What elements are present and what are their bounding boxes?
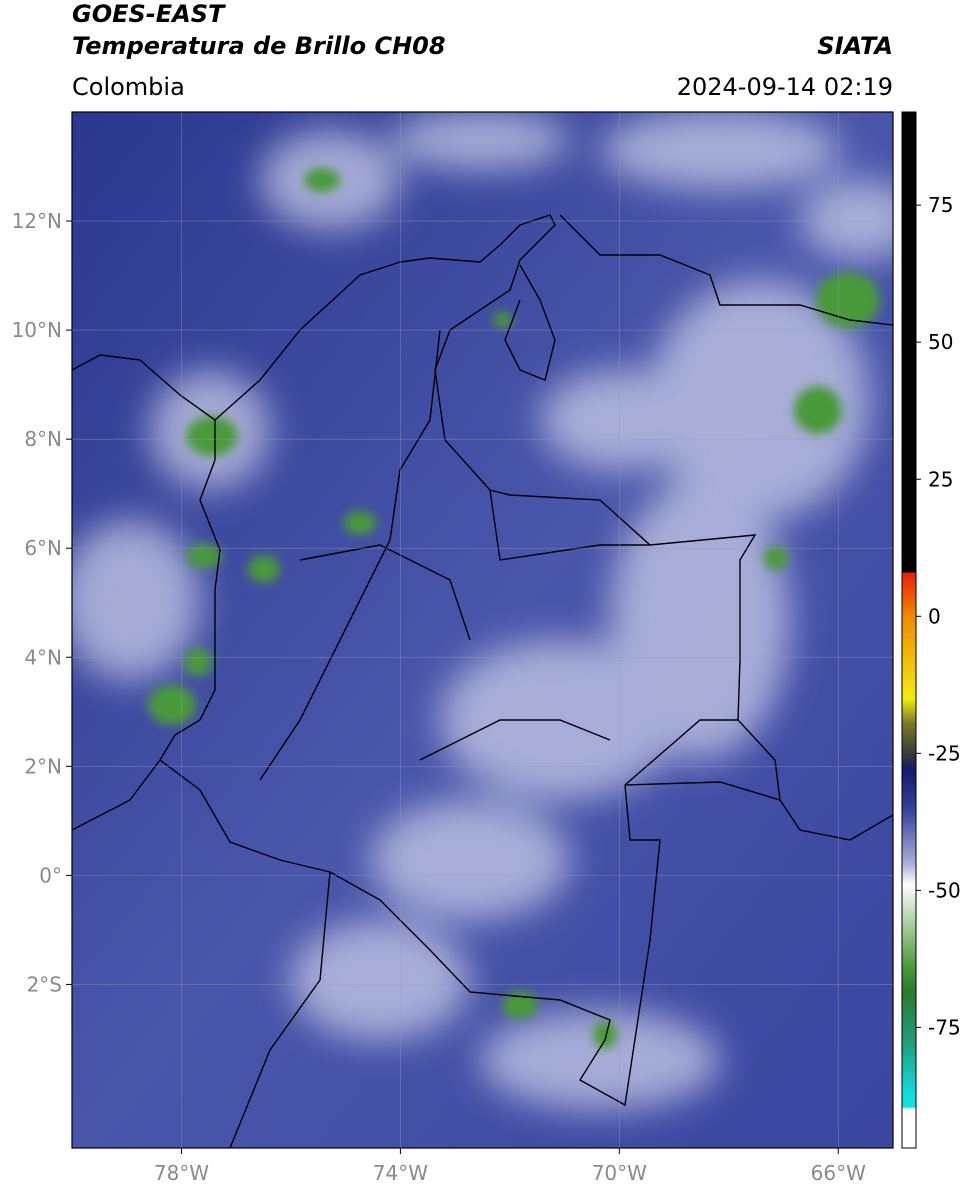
y-tick-label: 8°N xyxy=(24,427,62,451)
title: GOES-EAST xyxy=(72,0,226,28)
y-tick-label: 2°S xyxy=(27,972,62,996)
subtitle: Temperatura de Brillo CH08 xyxy=(72,32,446,60)
colorbar-tick-label: 50 xyxy=(928,330,953,354)
y-tick-label: 0° xyxy=(39,863,62,887)
source: SIATA xyxy=(817,32,893,60)
x-tick-label: 70°W xyxy=(592,1161,647,1185)
y-tick-label: 12°N xyxy=(12,209,62,233)
colorbar-tick-label: 75 xyxy=(928,193,953,217)
region: Colombia xyxy=(72,73,185,101)
colorbar-tick-label: 0 xyxy=(928,604,941,628)
colorbar-tick-label: 25 xyxy=(928,467,953,491)
y-tick-label: 10°N xyxy=(12,318,62,342)
colorbar-tick-label: -25 xyxy=(928,741,961,765)
borders xyxy=(72,214,893,1148)
x-tick-label: 66°W xyxy=(811,1161,866,1185)
y-tick-label: 2°N xyxy=(24,754,62,778)
colorbar-tick-label: -50 xyxy=(928,878,961,902)
satellite-image xyxy=(72,112,893,1148)
y-tick-label: 4°N xyxy=(24,645,62,669)
y-tick-label: 6°N xyxy=(24,536,62,560)
map-frame xyxy=(71,111,894,1149)
colorbar-tick-label: -75 xyxy=(928,1015,961,1039)
x-tick-label: 74°W xyxy=(373,1161,428,1185)
colorbar xyxy=(901,111,917,1149)
x-tick-label: 78°W xyxy=(154,1161,209,1185)
datetime: 2024-09-14 02:19 xyxy=(677,73,893,101)
